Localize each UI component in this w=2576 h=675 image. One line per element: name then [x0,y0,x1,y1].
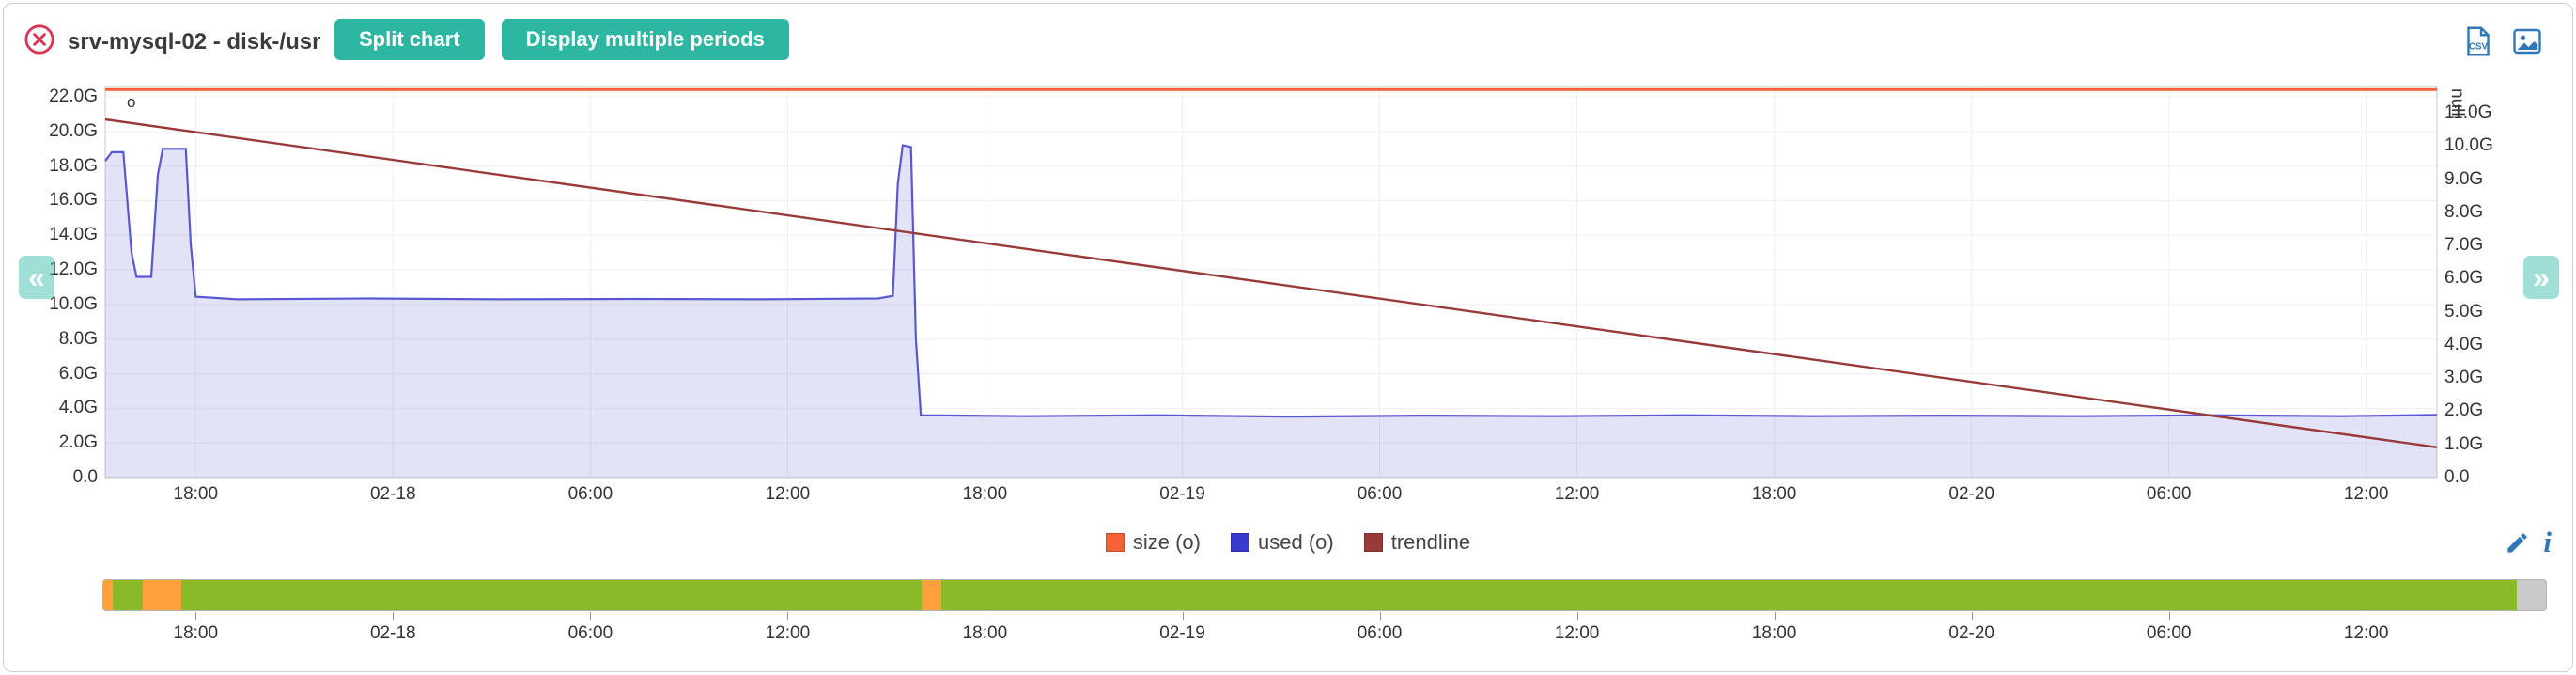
csv-export-button[interactable]: CSV [2461,24,2495,58]
action-button-display-multiple-periods[interactable]: Display multiple periods [501,19,789,60]
x-axis-tick: 12:00 [2343,484,2389,504]
navigator-tick [1379,612,1381,620]
navigator-tick [2168,612,2170,620]
edit-chart-button[interactable] [2505,530,2530,556]
left-axis-tick: 22.0G [49,86,98,107]
right-axis-tick: 0.0 [2444,467,2470,487]
navigator-tick-label: 02-18 [369,623,416,643]
right-axis-tick: 4.0G [2444,334,2484,354]
right-axis-title: null [2447,88,2467,117]
chart-legend: size (o) used (o) trendline [4,530,2572,555]
x-axis-tick: 18:00 [173,484,219,504]
right-axis-tick: 7.0G [2444,235,2484,256]
navigator-tick [393,612,395,620]
x-axis-tick: 12:00 [765,484,811,504]
left-axis-tick: 6.0G [58,363,98,384]
header-buttons: Split chart Display multiple periods [334,19,789,60]
legend-label: used (o) [1258,530,1334,554]
navigator-tick-label: 18:00 [173,623,219,643]
navigator-tick-label: 02-19 [1159,623,1205,643]
left-axis-tick: 0.0 [72,467,98,487]
navigator-tick [1971,612,1973,620]
x-axis-tick: 18:00 [1751,484,1797,504]
right-axis-tick: 10.0G [2444,135,2493,156]
pencil-icon [2507,532,2527,553]
info-button[interactable]: i [2543,526,2552,558]
navigator-tick-label: 12:00 [2343,623,2389,643]
left-axis-tick: 2.0G [58,432,98,453]
right-axis-tick: 9.0G [2444,168,2484,189]
left-axis-tick: 4.0G [58,398,98,418]
navigator-segment[interactable] [142,580,182,610]
left-axis-tick: 8.0G [58,328,98,349]
navigator-segment[interactable] [922,580,941,610]
page-title: srv-mysql-02 - disk-/usr [68,29,321,55]
point-marker-label: o [127,93,136,111]
close-button[interactable] [23,23,56,56]
navigator-tick-label: 12:00 [1554,623,1600,643]
left-axis-tick: 18.0G [49,155,98,176]
left-axis-tick: 12.0G [49,259,98,280]
navigator-tick [1774,612,1776,620]
plot-area[interactable] [105,86,2437,478]
chart-card: srv-mysql-02 - disk-/usr Split chart Disp… [3,3,2573,672]
right-axis-tick: 8.0G [2444,201,2484,222]
navigator-tick [590,612,592,620]
navigator-tick-label: 02-20 [1948,623,1994,643]
x-axis-tick: 12:00 [1554,484,1600,504]
legend-item-used-o-: used (o) [1231,530,1334,555]
navigator-tick-label: 12:00 [765,623,811,643]
navigator-segment[interactable] [2516,580,2546,610]
left-axis-tick: 16.0G [49,190,98,211]
left-axis-tick: 14.0G [49,225,98,245]
right-axis-tick: 11.0G [2444,102,2492,123]
legend-swatch [1105,533,1125,552]
navigator-segment[interactable] [940,580,2517,610]
x-axis-tick: 06:00 [1357,484,1403,504]
right-axis-tick: 1.0G [2444,433,2484,454]
image-export-icon [2513,28,2541,55]
navigator-tick-label: 18:00 [962,623,1008,643]
legend-label: trendline [1390,530,1471,554]
navigator-segment[interactable] [113,580,143,610]
x-axis-tick: 02-18 [369,484,416,504]
image-export-button[interactable] [2510,24,2544,58]
navigator-segment[interactable] [181,580,922,610]
right-axis-tick: 5.0G [2444,301,2484,322]
time-navigator[interactable] [102,579,2547,611]
legend-swatch [1231,533,1249,552]
legend-tools: i [2505,526,2552,558]
x-axis-tick: 02-19 [1159,484,1205,504]
left-axis-tick: 20.0G [49,120,98,141]
legend-item-trendline: trendline [1363,530,1471,555]
legend-label: size (o) [1132,530,1201,554]
navigator-segment[interactable] [103,580,114,610]
action-button-split-chart[interactable]: Split chart [334,19,485,60]
navigator-tick-label: 06:00 [2146,623,2192,643]
navigator-tick [1182,612,1184,620]
x-axis-tick: 06:00 [567,484,613,504]
right-axis-tick: 6.0G [2444,268,2484,289]
navigator-tick-label: 18:00 [1751,623,1797,643]
svg-text:CSV: CSV [2469,41,2489,52]
legend-item-size-o-: size (o) [1105,530,1201,555]
info-icon: i [2543,526,2552,558]
right-axis-tick: 2.0G [2444,400,2484,421]
navigator-tick [787,612,789,620]
x-axis-tick: 18:00 [962,484,1008,504]
scroll-left-button[interactable]: « [19,256,54,299]
navigator-tick [1576,612,1578,620]
right-axis-tick: 3.0G [2444,368,2484,388]
export-actions: CSV [2461,24,2544,58]
csv-export-icon: CSV [2467,26,2490,56]
navigator-tick-label: 06:00 [1357,623,1403,643]
left-axis-tick: 10.0G [49,293,98,314]
x-axis-tick: 02-20 [1948,484,1994,504]
x-axis-tick: 06:00 [2146,484,2192,504]
navigator-tick [195,612,197,620]
scroll-right-button[interactable]: » [2523,256,2559,299]
close-circle-icon [24,24,54,55]
navigator-tick-label: 06:00 [567,623,613,643]
legend-swatch [1363,533,1383,552]
